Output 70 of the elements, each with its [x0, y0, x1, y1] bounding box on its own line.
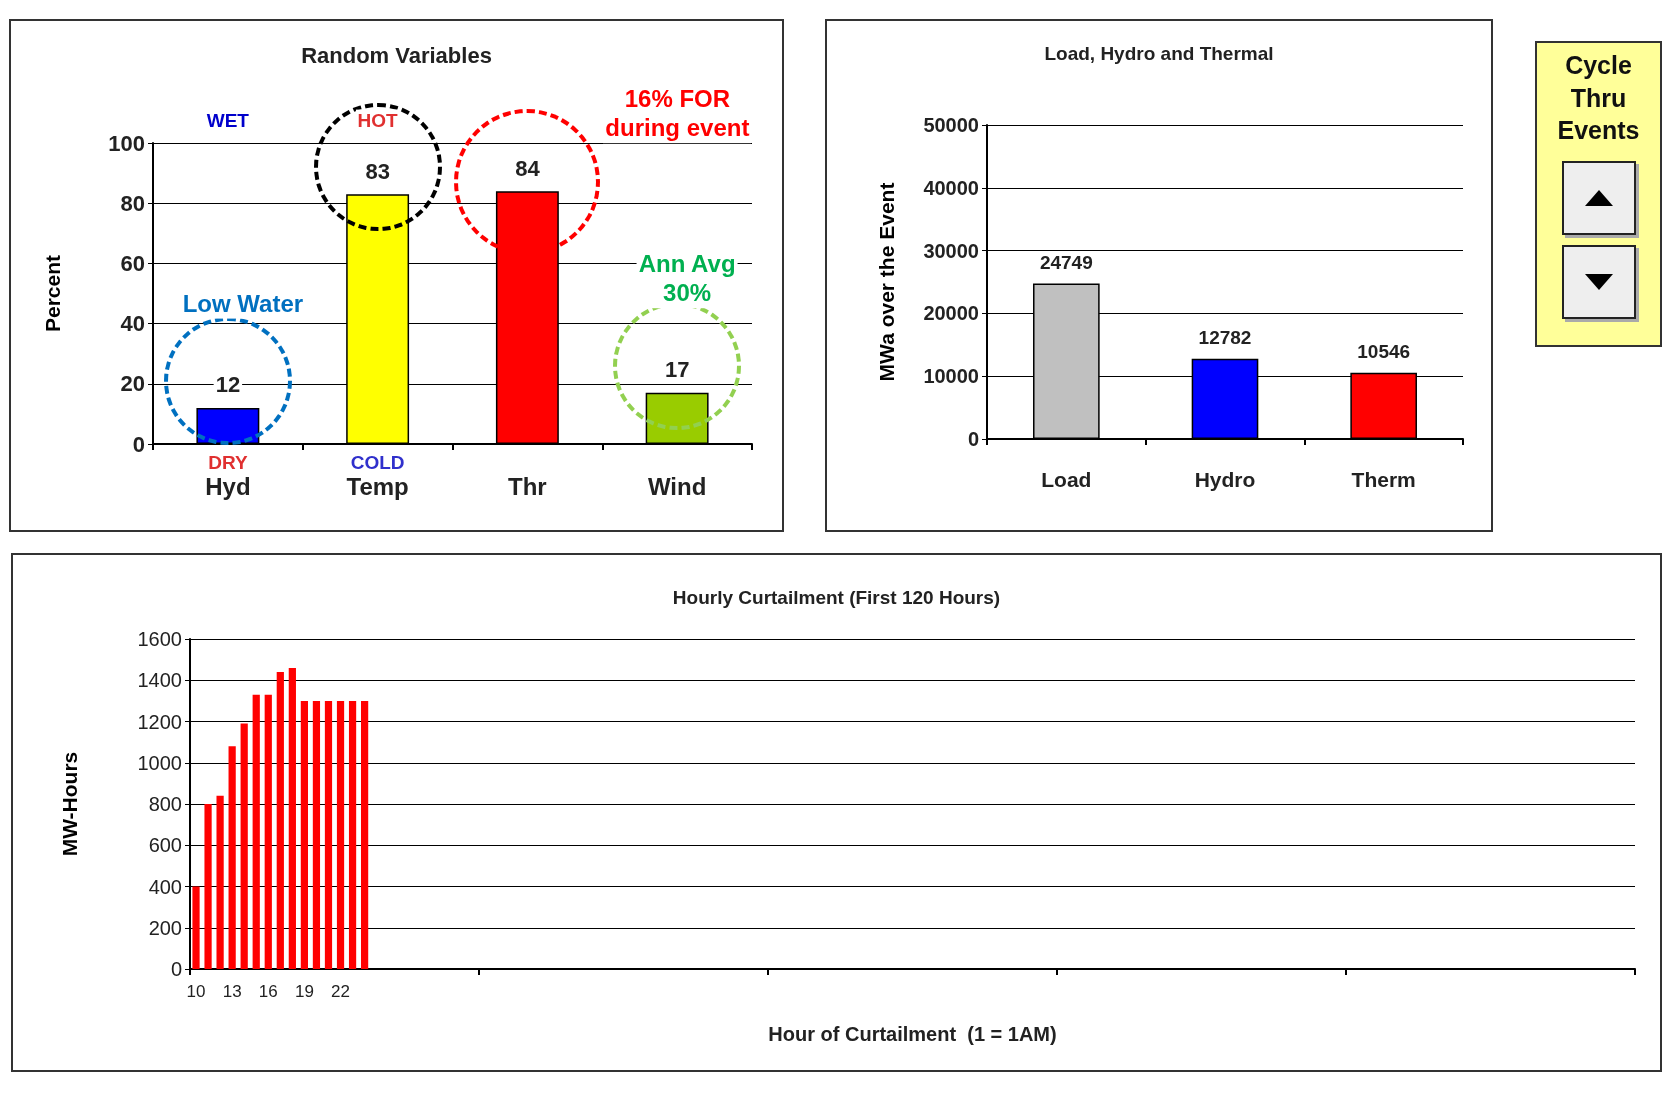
- annotation: Low Water: [180, 289, 306, 319]
- bar: [360, 700, 369, 969]
- x-tick-label: Thr: [508, 472, 547, 500]
- y-tick-label: 100: [108, 130, 145, 156]
- data-label: 10546: [1357, 340, 1411, 362]
- y-tick-label: 400: [148, 875, 182, 898]
- y-tick-label: 1400: [137, 669, 182, 692]
- text: 16% FOR during event: [603, 85, 752, 143]
- y-tick-label: 200: [148, 916, 182, 939]
- y-tick-label: 10000: [923, 365, 979, 388]
- y-tick-label: 0: [170, 958, 182, 980]
- bar: [240, 723, 248, 969]
- y-tick-label: 1600: [137, 628, 182, 650]
- data-label: 12: [215, 372, 241, 398]
- text: WET: [204, 109, 251, 133]
- bar: [300, 700, 309, 969]
- x-tick-label: 19: [294, 982, 314, 1001]
- bar: [264, 694, 272, 969]
- y-tick-label: 800: [148, 793, 182, 815]
- text: DRY: [206, 451, 250, 475]
- bar: [324, 700, 333, 969]
- bar: [204, 804, 212, 969]
- y-tick-label: 0: [967, 428, 979, 450]
- x-tick-label: Temp: [346, 472, 409, 500]
- x-tick-label: 13: [222, 982, 242, 1001]
- annotation: Ann Avg 30%: [636, 250, 738, 308]
- y-axis-title: Percent: [41, 254, 64, 333]
- bar: [288, 667, 296, 969]
- y-tick-label: 40: [120, 311, 145, 337]
- text: Cycle Thru Events: [1556, 50, 1641, 146]
- data-label: 17: [664, 357, 690, 383]
- x-tick-label: Therm: [1351, 468, 1416, 491]
- y-tick-label: 60: [120, 250, 145, 276]
- x-tick-label: Hydro: [1194, 468, 1256, 491]
- chart-title: Load, Hydro and Thermal: [1044, 43, 1274, 64]
- bar: [312, 700, 321, 969]
- text: COLD: [348, 451, 407, 475]
- x-tick-label: Load: [1041, 468, 1092, 491]
- chart-title: Random Variables: [301, 42, 492, 68]
- bar: [192, 886, 200, 969]
- bar: [276, 672, 284, 969]
- x-tick-label: Wind: [647, 472, 707, 500]
- y-tick-label: 80: [120, 190, 145, 216]
- y-axis-title: MW-Hours: [58, 751, 81, 857]
- y-tick-label: 50000: [923, 114, 979, 136]
- data-label: 83: [365, 158, 390, 184]
- bar: [216, 795, 224, 969]
- bar: [348, 700, 357, 969]
- y-tick-label: 20000: [923, 302, 979, 325]
- x-tick-label: 22: [331, 982, 350, 1001]
- data-label: 12782: [1198, 326, 1252, 348]
- y-axis-title: MWa over the Event: [875, 182, 898, 382]
- y-tick-label: 0: [132, 431, 145, 457]
- x-tick-label: Hyd: [205, 472, 251, 500]
- y-tick-label: 600: [148, 834, 182, 857]
- text: HOT: [355, 109, 400, 133]
- y-tick-label: 40000: [923, 176, 979, 199]
- x-tick-label: 10: [186, 982, 206, 1001]
- bar: [252, 694, 260, 969]
- y-tick-label: 30000: [923, 239, 979, 262]
- bar: [228, 746, 236, 969]
- y-tick-label: 1200: [137, 710, 182, 733]
- y-tick-label: 1000: [137, 751, 182, 774]
- chart-title: Hourly Curtailment (First 120 Hours): [672, 587, 1001, 608]
- y-tick-label: 20: [120, 371, 145, 397]
- data-label: 24749: [1039, 251, 1093, 273]
- bar: [336, 700, 345, 969]
- data-label: 84: [515, 155, 541, 181]
- x-tick-label: 16: [258, 982, 278, 1001]
- x-axis-title: Hour of Curtailment (1 = 1AM): [768, 1023, 1057, 1045]
